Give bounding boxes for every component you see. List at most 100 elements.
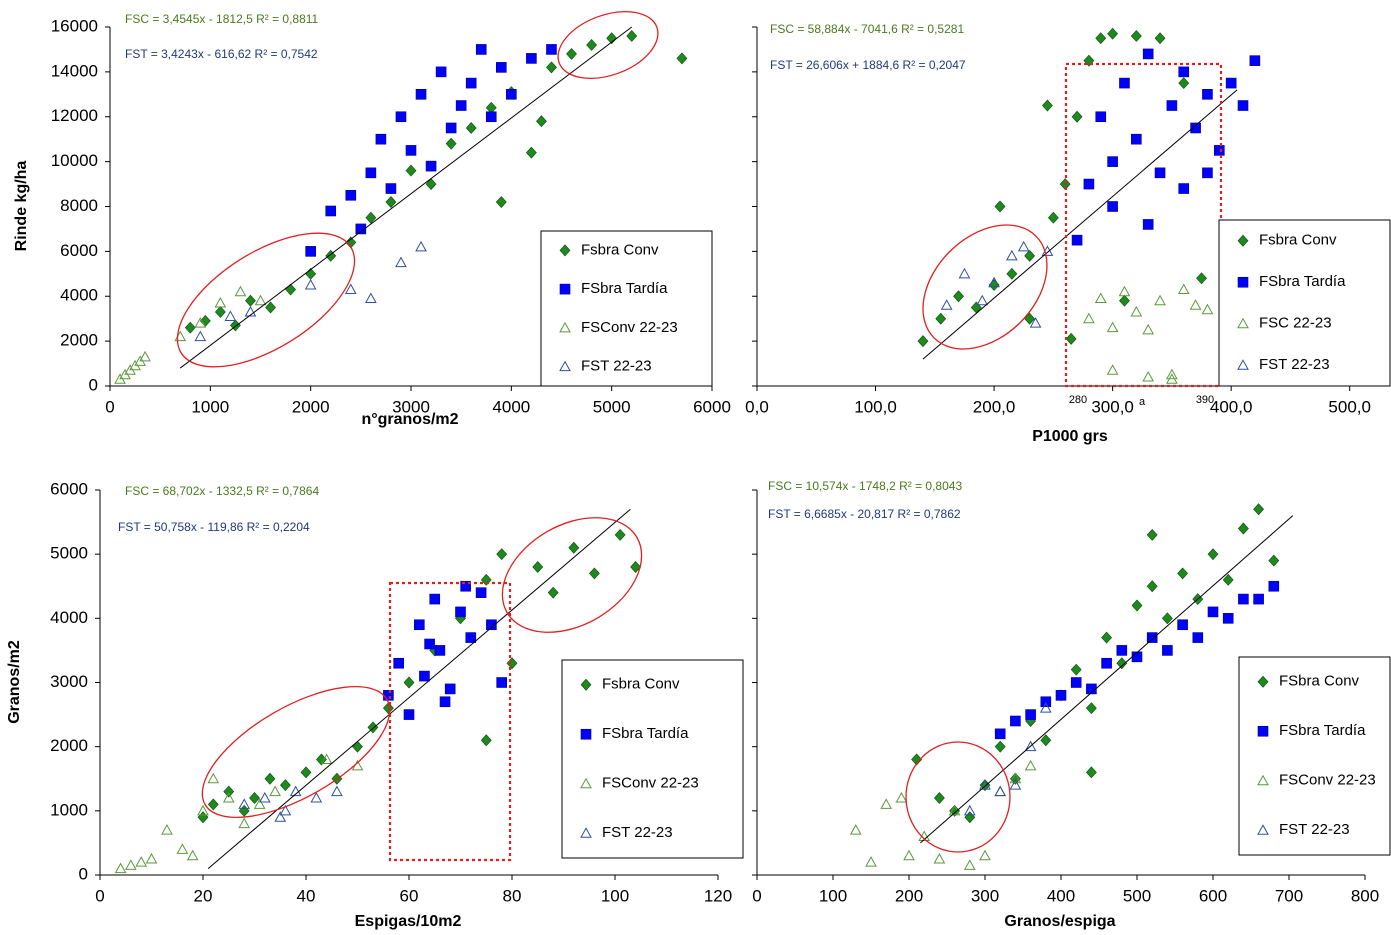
data-point xyxy=(1130,305,1143,317)
data-point xyxy=(475,44,487,55)
data-point xyxy=(1029,317,1042,328)
data-point xyxy=(1189,299,1202,310)
data-point xyxy=(903,849,915,861)
data-point xyxy=(1107,27,1119,40)
data-point xyxy=(1154,294,1166,306)
data-point xyxy=(953,290,964,303)
data-point xyxy=(1166,100,1178,111)
panel: 0 100 200 300 400 500 600 700 800 Granos/espiga FS… xyxy=(752,479,1391,930)
data-point xyxy=(425,178,437,191)
data-point xyxy=(425,160,437,172)
data-point xyxy=(1101,657,1112,669)
data-point xyxy=(365,167,377,179)
legend-marker xyxy=(559,360,571,372)
data-point xyxy=(566,47,577,60)
legend-label: FSC 22-23 xyxy=(1259,315,1332,332)
x-tick-label: 100 xyxy=(601,886,629,905)
x-tick-label: 100 xyxy=(819,886,847,905)
data-point xyxy=(1178,183,1190,194)
data-point xyxy=(403,676,415,689)
data-point xyxy=(547,586,559,599)
legend-marker xyxy=(1237,234,1249,247)
data-point xyxy=(1085,766,1097,779)
data-point xyxy=(1190,122,1201,134)
x-tick-label: 1000 xyxy=(191,397,229,416)
highlight-ellipse xyxy=(557,11,659,79)
data-point xyxy=(933,792,945,804)
x-tick-label: 80 xyxy=(503,886,522,905)
legend: Fsbra Conv FSbra Tardía FSConv 22-23 FST 22… xyxy=(540,230,713,387)
x-tick-label: 2000 xyxy=(292,397,330,416)
panel: 0,0 100,0 200,0 300,0 400,0 500,0 P1000 grs FSC… xyxy=(745,22,1391,445)
data-point xyxy=(444,683,456,695)
data-point xyxy=(525,146,537,159)
data-point xyxy=(1214,145,1225,156)
data-point xyxy=(963,859,976,870)
data-point xyxy=(586,39,598,51)
data-point xyxy=(238,817,251,829)
legend-marker xyxy=(580,678,592,691)
legend-marker xyxy=(1257,725,1269,737)
data-point xyxy=(1249,55,1261,66)
equation: FST = 26,606x + 1884,6 R² = 0,2047 xyxy=(770,58,966,72)
data-point xyxy=(1006,267,1018,280)
legend-marker xyxy=(1257,675,1269,688)
data-point xyxy=(475,587,487,598)
data-point xyxy=(403,709,415,720)
data-point xyxy=(1107,201,1118,212)
data-point xyxy=(419,670,430,682)
data-point xyxy=(224,310,237,321)
data-point xyxy=(1095,111,1107,123)
legend-label: FSbra Conv xyxy=(1279,673,1360,690)
data-point xyxy=(1116,657,1128,670)
x-axis-label: Granos/espiga xyxy=(1004,913,1115,930)
data-point xyxy=(865,856,877,867)
data-point xyxy=(1202,89,1213,100)
data-point xyxy=(1131,651,1143,663)
data-point xyxy=(1065,332,1077,345)
data-point xyxy=(176,843,189,854)
legend-marker xyxy=(580,827,592,838)
data-point xyxy=(949,804,961,817)
highlight-ellipse xyxy=(905,741,1011,853)
data-point xyxy=(1130,30,1142,42)
y-axis-label: Rinde kg/ha xyxy=(13,161,30,252)
data-point xyxy=(214,296,227,308)
legend-marker xyxy=(559,244,571,257)
data-point xyxy=(145,852,158,864)
data-point xyxy=(963,804,976,816)
data-point xyxy=(979,779,991,790)
data-point xyxy=(1039,702,1052,713)
data-point xyxy=(222,791,235,803)
x-tick-label: 3000 xyxy=(392,397,430,416)
data-point xyxy=(415,240,427,252)
equation: FSC = 58,884x - 7041,6 R² = 0,5281 xyxy=(770,22,964,36)
legend-box xyxy=(540,230,713,387)
data-point xyxy=(1177,619,1188,631)
x-axis-label: Espigas/10m2 xyxy=(355,913,462,930)
data-point xyxy=(254,294,267,306)
data-point xyxy=(1162,645,1173,656)
x-tick-label: 60 xyxy=(400,886,419,905)
data-point xyxy=(933,852,946,864)
legend-label: FST 22-23 xyxy=(1279,821,1350,838)
x-tick-label: 600 xyxy=(1199,886,1227,905)
data-point xyxy=(1131,133,1142,145)
data-point xyxy=(375,133,387,145)
x-tick-label: 200 xyxy=(895,886,923,905)
y-tick-label: 8000 xyxy=(60,196,98,215)
data-point xyxy=(305,246,316,257)
data-point xyxy=(1070,677,1082,688)
legend-marker xyxy=(1257,774,1269,786)
equation: FSC = 10,574x - 1748,2 R² = 0,8043 xyxy=(768,479,962,493)
trend-line xyxy=(207,508,631,869)
data-point xyxy=(445,137,457,150)
data-point xyxy=(125,859,137,870)
y-tick-label: 14000 xyxy=(51,61,98,80)
data-point xyxy=(1253,503,1265,516)
y-tick-label: 4000 xyxy=(60,286,98,305)
legend-label: FSbra Tardía xyxy=(1259,273,1346,290)
legend: Fsbra Conv FSbra Tardía FSC 22-23 FST 22-23 xyxy=(1218,219,1391,387)
data-point xyxy=(630,561,642,573)
data-point xyxy=(279,779,291,792)
